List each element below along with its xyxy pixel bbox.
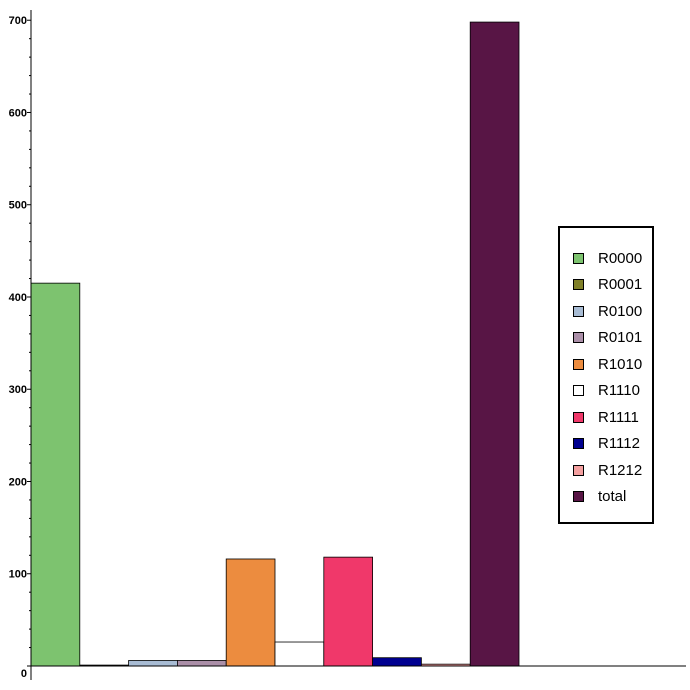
legend-label: R0100	[598, 302, 643, 320]
bar-r1111	[323, 556, 373, 667]
legend-label: R0001	[598, 276, 643, 294]
bar-r0101	[176, 660, 227, 667]
legend-swatch	[573, 279, 584, 291]
axes-group	[30, 10, 686, 680]
legend-swatch	[573, 332, 584, 344]
bar-r1110	[274, 641, 325, 667]
legend-swatch	[573, 305, 584, 317]
bar-r1112	[372, 657, 422, 667]
bars-group	[30, 21, 520, 667]
legend-item-r0001: R0001	[560, 272, 652, 299]
y-tick-label: 600	[9, 107, 27, 119]
legend-item-r1212: R1212	[560, 457, 652, 484]
legend-label: R0101	[598, 329, 643, 347]
legend-item-r1010: R1010	[560, 351, 652, 378]
legend-label: R1212	[598, 461, 643, 479]
bar-total	[469, 21, 520, 667]
y-tick-label: 400	[9, 292, 27, 304]
y-tick-label: 300	[9, 384, 27, 396]
bar-r0100	[128, 660, 178, 667]
y-ticks-group: 0 100 200 300 400 500 600 700	[9, 15, 31, 680]
bar-r1010	[225, 558, 276, 667]
legend-item-total: total	[560, 484, 652, 511]
legend-swatch	[573, 464, 584, 476]
legend-item-r1112: R1112	[560, 431, 652, 458]
legend-swatch	[573, 438, 584, 450]
y-tick-label: 200	[9, 476, 27, 488]
legend-item-r0000: R0000	[560, 245, 652, 272]
legend-item-r1110: R1110	[560, 378, 652, 405]
legend-label: total	[598, 488, 627, 506]
bar-r0000	[30, 282, 81, 667]
y-tick-label: 100	[9, 569, 27, 581]
y-tick-label: 0	[21, 668, 27, 680]
legend-swatch	[573, 252, 584, 264]
legend-swatch	[573, 411, 584, 423]
legend-swatch	[573, 491, 584, 503]
legend-label: R1112	[598, 435, 640, 453]
y-tick-label: 500	[9, 200, 27, 212]
legend-swatch	[573, 385, 584, 397]
legend-label: R1111	[598, 408, 639, 426]
legend-item-r1111: R1111	[560, 404, 652, 431]
legend: R0000 R0001 R0100 R0101 R1010 R1110 R1111 R1112…	[558, 226, 654, 524]
legend-item-r0101: R0101	[560, 325, 652, 352]
legend-label: R0000	[598, 249, 643, 267]
legend-item-r0100: R0100	[560, 298, 652, 325]
legend-swatch	[573, 358, 584, 370]
y-tick-label: 700	[9, 15, 27, 27]
legend-label: R1110	[598, 382, 640, 400]
legend-label: R1010	[598, 355, 643, 373]
